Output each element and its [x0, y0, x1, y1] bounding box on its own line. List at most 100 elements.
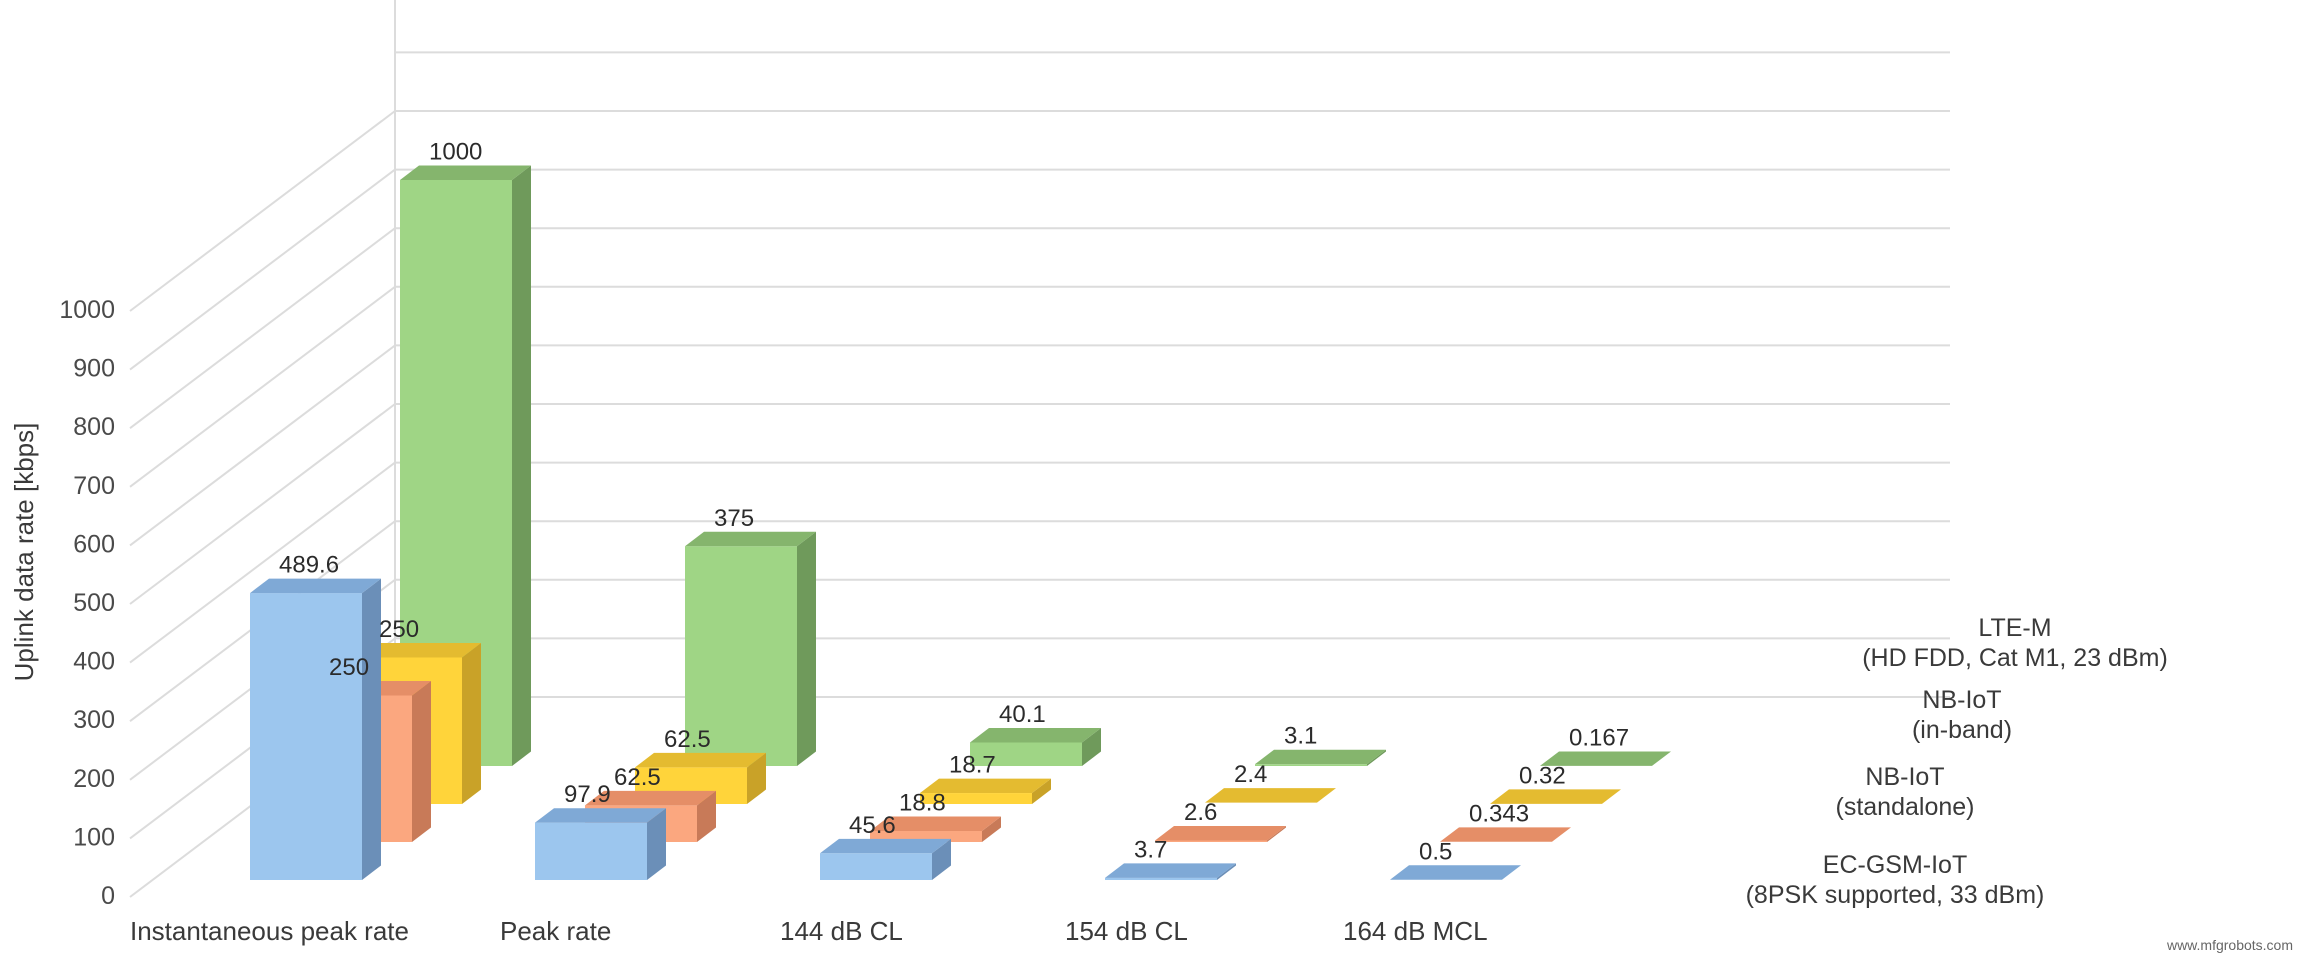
bar-top — [970, 728, 1101, 743]
gridline-left — [129, 227, 396, 429]
bar-side — [697, 790, 716, 842]
y-axis-title: Uplink data rate [kbps] — [9, 423, 39, 682]
y-axis-ticks: 0 100 200 300 400 500 600 700 800 900 1000 — [59, 296, 115, 910]
series-label-line: NB-IoT — [1922, 686, 2001, 714]
bar-144-db-cl-series-2 — [920, 778, 1051, 804]
y-tick-label: 300 — [73, 706, 115, 734]
category-label-peak-rate: Peak rate — [500, 916, 611, 946]
series-label-line: NB-IoT — [1865, 763, 1944, 791]
data-label: 1000 — [429, 139, 482, 166]
y-tick-label: 400 — [73, 648, 115, 676]
data-label: 2.4 — [1234, 761, 1267, 788]
bar-peak-rate-series-0 — [535, 808, 666, 880]
gridline-left — [129, 403, 396, 605]
bar-side — [512, 165, 531, 766]
bar-side — [647, 808, 666, 880]
bar-144-db-cl-series-3 — [970, 728, 1101, 766]
data-label: 97.9 — [564, 781, 611, 808]
category-labels: Instantaneous peak rate Peak rate 144 dB C… — [130, 916, 1488, 946]
bar-front — [920, 793, 1032, 804]
bar-154-db-cl-series-3 — [1255, 749, 1386, 766]
y-tick-label: 1000 — [59, 296, 115, 324]
watermark: www.mfgrobots.com — [2166, 937, 2293, 953]
grid-layer — [129, 0, 1950, 898]
bars-layer — [250, 165, 1671, 880]
bar-154-db-cl-series-2 — [1205, 788, 1336, 803]
bar-side — [1367, 749, 1386, 766]
bar-164-db-mcl-series-2 — [1490, 789, 1621, 804]
bar-154-db-cl-series-1 — [1155, 826, 1286, 842]
bar-side — [1082, 728, 1101, 766]
bar-front — [1105, 877, 1217, 880]
bar-164-db-mcl-series-0 — [1390, 865, 1521, 880]
bar-side — [797, 531, 816, 766]
bar-164-db-mcl-series-1 — [1440, 827, 1571, 842]
bar-top — [870, 816, 1001, 831]
data-label: 2.6 — [1184, 799, 1217, 826]
series-label-line: (in-band) — [1912, 716, 2012, 744]
data-label: 40.1 — [999, 701, 1046, 728]
bar-top — [585, 790, 716, 806]
data-label: 0.5 — [1419, 838, 1452, 865]
data-label: 18.7 — [949, 752, 996, 779]
data-label: 0.32 — [1519, 762, 1566, 789]
gridline-left — [129, 286, 396, 488]
series-labels: EC-GSM-IoT (8PSK supported, 33 dBm) NB-IoT… — [1746, 614, 2168, 909]
bar-front — [685, 546, 797, 766]
bar-front — [535, 822, 647, 880]
bar-top — [635, 752, 766, 768]
bar-top — [350, 643, 481, 658]
bar-top — [1390, 865, 1521, 880]
series-label-line: (standalone) — [1836, 793, 1975, 821]
y-tick-label: 800 — [73, 413, 115, 441]
bar-front — [970, 742, 1082, 766]
bar-164-db-mcl-series-3 — [1540, 751, 1671, 766]
bar-top — [1540, 751, 1671, 766]
bar-144-db-cl-series-1 — [870, 816, 1001, 842]
y-tick-label: 200 — [73, 765, 115, 793]
data-label: 0.343 — [1469, 800, 1529, 827]
bar-side — [1217, 863, 1236, 880]
bar-154-db-cl-series-0 — [1105, 863, 1236, 880]
gridline-left — [129, 168, 396, 371]
category-label-154-db-cl: 154 dB CL — [1065, 916, 1188, 946]
data-label: 62.5 — [614, 764, 661, 791]
bar-side — [1267, 826, 1286, 842]
data-label: 0.167 — [1569, 724, 1629, 751]
series-label-2: NB-IoT (in-band) — [1912, 686, 2012, 744]
bar-front — [870, 830, 982, 842]
bar-front — [250, 593, 362, 880]
gridline-left — [129, 344, 396, 547]
category-label-164-db-mcl: 164 dB MCL — [1343, 916, 1488, 946]
bar-top — [1440, 827, 1571, 842]
gridline-left — [129, 110, 396, 312]
bar-front — [820, 853, 932, 880]
y-tick-label: 700 — [73, 472, 115, 500]
bar-top — [400, 165, 531, 180]
y-tick-label: 500 — [73, 589, 115, 617]
data-label: 489.6 — [279, 552, 339, 579]
y-tick-label: 900 — [73, 355, 115, 383]
y-tick-label: 100 — [73, 823, 115, 851]
bar-side — [982, 816, 1001, 842]
data-label: 250 — [329, 654, 369, 681]
bar-top — [685, 531, 816, 547]
y-tick-label: 600 — [73, 530, 115, 558]
bar-144-db-cl-series-0 — [820, 838, 951, 880]
gridline-left — [129, 461, 396, 664]
data-label: 250 — [379, 616, 419, 643]
series-label-line: (8PSK supported, 33 dBm) — [1746, 881, 2045, 909]
data-label: 62.5 — [664, 726, 711, 753]
data-labels-layer: 1000 375 40.1 3.1 0.167 250 62.5 18.7 2.4 0.32 250… — [279, 139, 1629, 866]
series-label-line: EC-GSM-IoT — [1823, 851, 1967, 879]
series-label-0: EC-GSM-IoT (8PSK supported, 33 dBm) — [1746, 851, 2045, 909]
data-label: 3.7 — [1134, 836, 1167, 863]
series-label-1: NB-IoT (standalone) — [1836, 763, 1975, 821]
data-label: 45.6 — [849, 812, 896, 839]
bar-top — [820, 838, 951, 854]
bar-side — [462, 643, 481, 804]
bar-instantaneous-peak-rate-series-0 — [250, 578, 381, 880]
bar-front — [1255, 764, 1367, 766]
bar-side — [1032, 778, 1051, 804]
